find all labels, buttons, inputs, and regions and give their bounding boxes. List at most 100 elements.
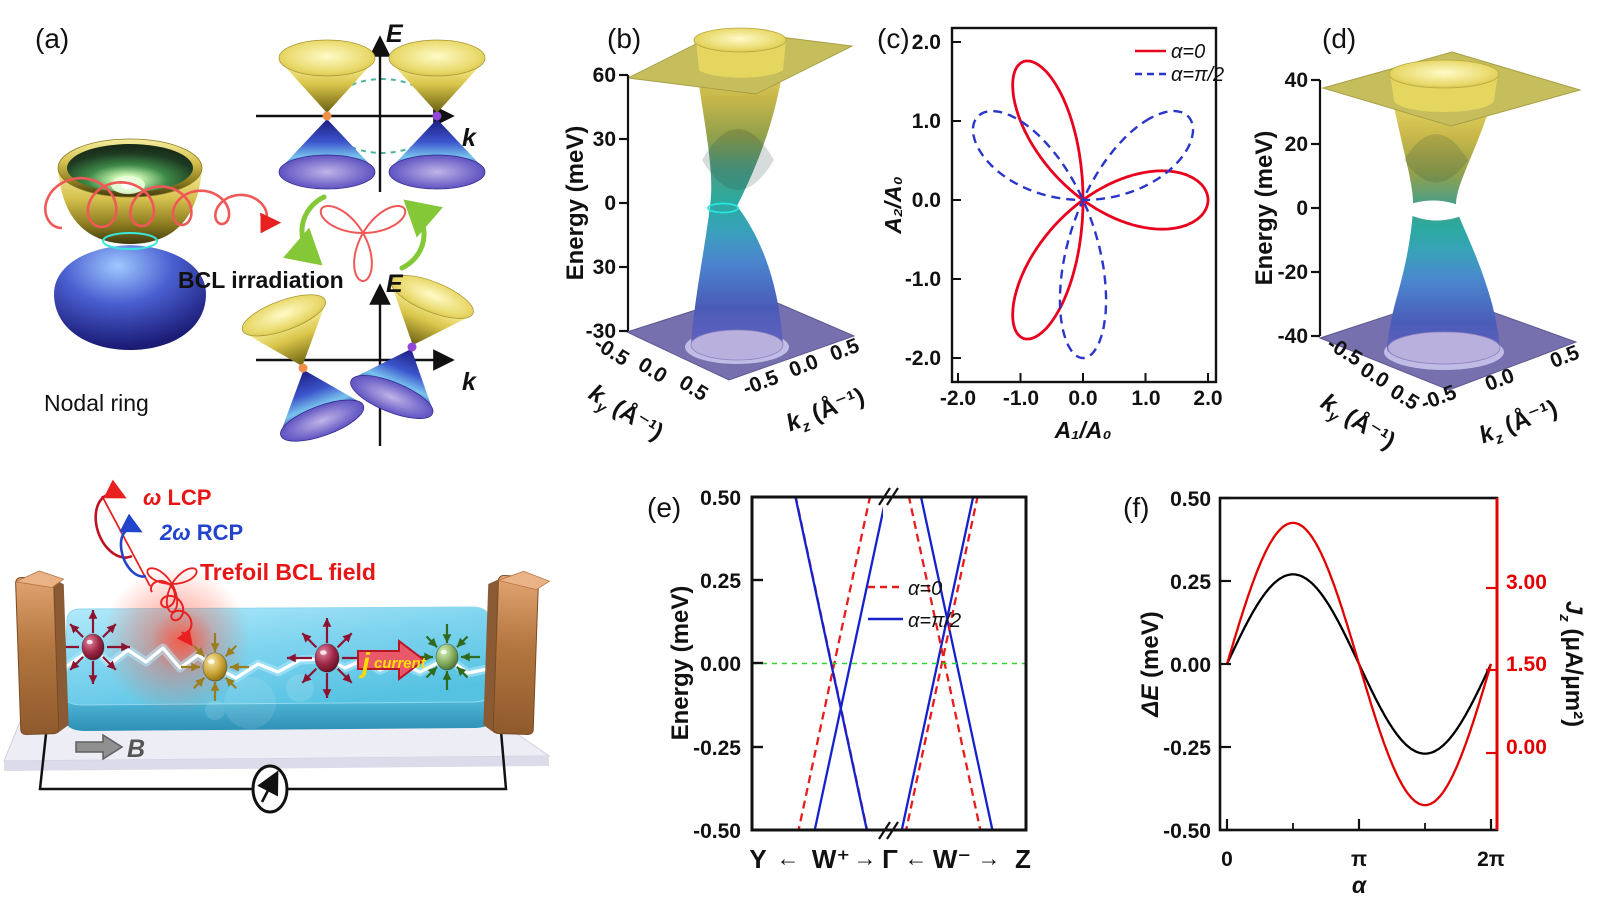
x-tick: 2π	[1477, 848, 1505, 871]
k-axis-label-top: k	[462, 124, 477, 152]
particle-arrow-head	[287, 653, 296, 663]
particle-arrow-head	[210, 682, 220, 691]
y-tick: 0.25	[700, 570, 741, 593]
rotation-arrow-right-icon	[399, 199, 443, 271]
nodal-ring-art	[54, 138, 206, 350]
ek-diagram-top: E k	[256, 20, 486, 192]
y-tick: 0.50	[700, 487, 741, 510]
trefoil-series-α=π/2	[971, 109, 1195, 360]
y-tick: 2.0	[912, 31, 941, 54]
ky-tick: 0.5	[1386, 380, 1423, 415]
panel-label-d: (d)	[1322, 23, 1356, 54]
band-line-α=0	[904, 497, 979, 830]
y-tick-left: -0.25	[1163, 737, 1211, 760]
panel-c: (c) 2.0 1.0 0.0 -1.0 -2.0 -2.0 -1.0 0.0 …	[877, 23, 1224, 443]
rcp-label: 2ω RCP	[159, 520, 243, 545]
z-axis-ticks	[619, 73, 628, 333]
z-tick: 20	[1285, 133, 1308, 156]
current-word: current	[374, 655, 427, 672]
beam-spiral-arrow	[149, 580, 193, 647]
trefoil-curve	[146, 567, 198, 613]
tilted-cone-pair-left	[241, 294, 365, 442]
z-axis-label: Energy (meV)	[1251, 131, 1278, 286]
particle-sphere	[202, 652, 228, 682]
panel-label-e: (e)	[647, 492, 681, 523]
z-tick: 0	[604, 192, 616, 215]
particle-sphere	[435, 643, 459, 671]
particle-highlight	[86, 639, 93, 645]
x-tick: 0.0	[1068, 387, 1097, 410]
x-path-label: W⁻	[933, 844, 971, 874]
lens-flare-icon	[224, 677, 276, 729]
lcp-circular-arrow-icon	[94, 479, 133, 559]
band-line-α=π/2	[794, 497, 868, 830]
surface-top-cap	[1388, 59, 1500, 89]
tick-marks	[1220, 496, 1497, 832]
device-base-front	[4, 756, 549, 771]
cone-above-plane	[1390, 74, 1498, 112]
z-axis-ticks	[1311, 78, 1320, 338]
panel-label-c: (c)	[877, 23, 910, 54]
x-path-label: W⁺	[812, 844, 850, 874]
panel-label-a: (a)	[35, 23, 69, 54]
bcl-irradiation-arrow	[43, 176, 282, 234]
beam-coil-path	[149, 580, 193, 647]
x-tick: -1.0	[1003, 387, 1039, 410]
ek-diagram-bottom: E k	[241, 270, 477, 446]
z-tick: 30	[593, 256, 616, 279]
x-tick: π	[1351, 848, 1367, 871]
y-tick-right: 0.00	[1506, 736, 1547, 759]
bcl-irradiation-label: BCL irradiation	[178, 267, 344, 293]
dirac-surface	[691, 40, 786, 360]
trefoil-field-label: Trefoil BCL field	[200, 559, 376, 585]
y-tick-right: 1.50	[1506, 653, 1547, 676]
particle-sphere	[81, 633, 105, 661]
sine-curves	[1225, 521, 1493, 807]
z-tick: -30	[586, 320, 616, 343]
tick-marks	[952, 41, 1209, 382]
particle-arrow-head	[88, 675, 98, 684]
ammeter-needle	[257, 770, 279, 803]
particle-arrow-head	[230, 662, 239, 672]
panel-label-f: (f)	[1123, 492, 1149, 523]
y-axis-label: A₂/A₀	[880, 176, 906, 234]
panel-e: (e) 0.50 0.25 0.00 -0.25 -0.50 Energy (m…	[647, 487, 1031, 874]
y-tick: -1.0	[905, 268, 941, 291]
y-axis-label-left: ΔE (meV)	[1137, 611, 1164, 717]
legend-label-alpha0: α=0	[1171, 41, 1205, 63]
y-tick: 0.00	[700, 653, 741, 676]
panel-f: (f) 0.50 0.25 0.00 -0.25 -0.50 3.00 1.50…	[1123, 488, 1587, 898]
particle-highlight	[208, 659, 215, 664]
x-axis-label: A₁/A₀	[1054, 417, 1112, 443]
y-tick: 0.0	[912, 189, 941, 212]
x-axis-label: α	[1352, 872, 1368, 898]
y-tick: -0.50	[693, 820, 741, 843]
x-tick: 0	[1221, 848, 1233, 871]
z-tick: 60	[593, 64, 616, 87]
y-axis-label: Energy (meV)	[667, 586, 694, 741]
axis-break-top-icon	[878, 487, 899, 506]
gapped-node-lens	[1398, 200, 1472, 221]
y-tick: 1.0	[912, 110, 941, 133]
surface-top-cap	[693, 27, 787, 53]
inner-cone-shading	[1404, 134, 1468, 183]
panel-label-b: (b)	[607, 23, 641, 54]
legend-label-alpha0: α=0	[908, 578, 942, 600]
e-axis-label-bottom: E	[386, 270, 404, 298]
electrode-right	[483, 570, 551, 736]
rotation-arrow-left-icon	[283, 194, 327, 266]
nodal-ring-waist	[707, 202, 739, 214]
b-field-arrow-icon	[75, 733, 124, 761]
dirac-cone-pair-left	[278, 39, 376, 190]
ky-axis-label: ky (Å⁻¹)	[582, 379, 669, 450]
circuit-wire-left	[38, 733, 253, 791]
kz-axis-label: kz (Å⁻¹)	[1475, 394, 1563, 453]
lcp-label: ω LCP	[143, 485, 211, 510]
curve-Jz	[1225, 521, 1493, 807]
particle-arrow-head	[322, 618, 332, 627]
x-path-arrow: →	[854, 845, 877, 871]
particle-arrow-head	[442, 671, 452, 680]
trefoil-bcl-icon	[146, 567, 198, 613]
current-arrow-icon	[357, 638, 426, 682]
b-field-label: B	[127, 735, 145, 763]
